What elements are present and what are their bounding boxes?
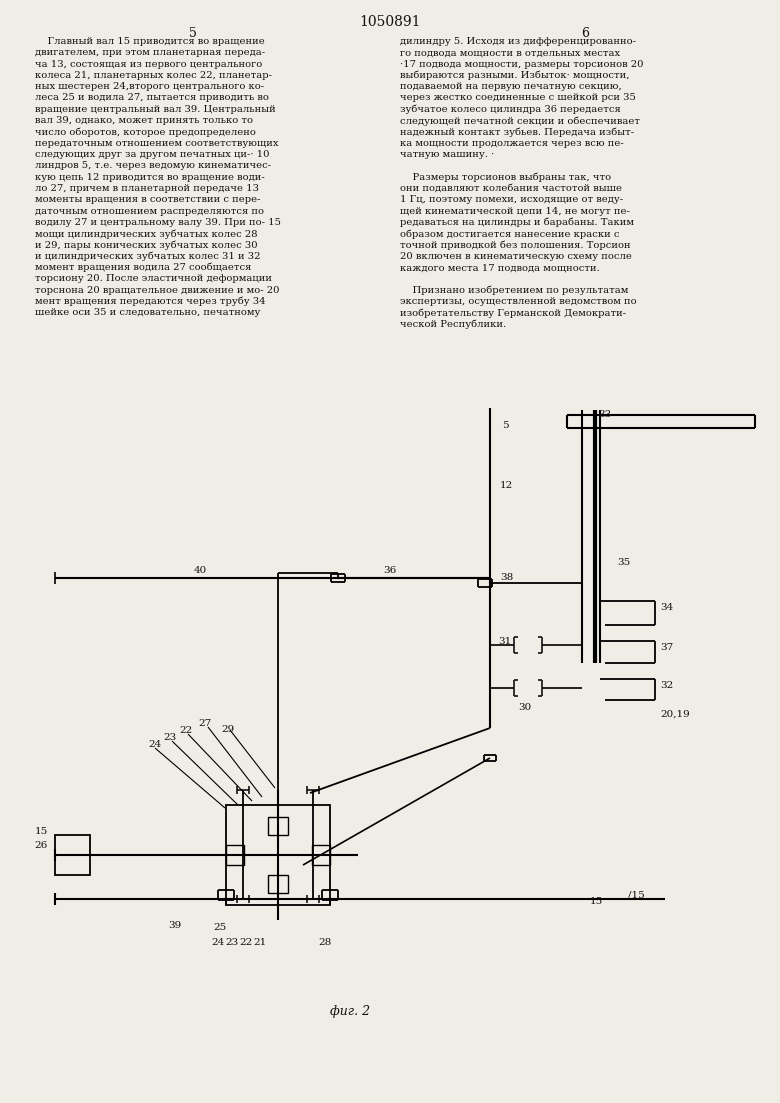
- Text: и цилиндрических зубчатых колес 31 и 32: и цилиндрических зубчатых колес 31 и 32: [35, 251, 261, 261]
- Text: 22: 22: [239, 938, 253, 947]
- Text: 31: 31: [498, 638, 511, 646]
- Text: ка мощности продолжается через всю пе-: ка мощности продолжается через всю пе-: [400, 139, 624, 148]
- Text: Главный вал 15 приводится во вращение: Главный вал 15 приводится во вращение: [35, 38, 264, 46]
- Text: Признано изобретением по результатам: Признано изобретением по результатам: [400, 286, 629, 296]
- Text: 5: 5: [189, 26, 197, 40]
- Text: следующей печатной секции и обеспечивает: следующей печатной секции и обеспечивает: [400, 116, 640, 126]
- Text: Размеры торсионов выбраны так, что: Размеры торсионов выбраны так, что: [400, 172, 611, 182]
- Text: 20 включен в кинематическую схему после: 20 включен в кинематическую схему после: [400, 251, 632, 260]
- Text: ·17 подвода мощности, размеры торсионов 20: ·17 подвода мощности, размеры торсионов …: [400, 60, 644, 68]
- Bar: [312, 845, 330, 865]
- Text: 26: 26: [35, 840, 48, 850]
- Text: щей кинематической цепи 14, не могут пе-: щей кинематической цепи 14, не могут пе-: [400, 206, 630, 215]
- Text: кую цепь 12 приводится во вращение води-: кую цепь 12 приводится во вращение води-: [35, 172, 264, 182]
- Text: 36: 36: [384, 566, 396, 575]
- Text: дилиндру 5. Исходя из дифференцированно-: дилиндру 5. Исходя из дифференцированно-: [400, 38, 636, 46]
- Bar: [55, 835, 90, 875]
- Text: ных шестерен 24,второго центрального ко-: ных шестерен 24,второго центрального ко-: [35, 83, 264, 92]
- Text: зубчатое колесо цилиндра 36 передается: зубчатое колесо цилиндра 36 передается: [400, 105, 621, 115]
- Text: редаваться на цилиндры и барабаны. Таким: редаваться на цилиндры и барабаны. Таким: [400, 217, 634, 227]
- Text: 21: 21: [254, 938, 267, 947]
- Text: надежный контакт зубьев. Передача избыт-: надежный контакт зубьев. Передача избыт-: [400, 128, 634, 137]
- Text: леса 25 и водила 27, пытается приводить во: леса 25 и водила 27, пытается приводить …: [35, 94, 269, 103]
- Text: чатную машину. ·: чатную машину. ·: [400, 150, 494, 159]
- Text: 39: 39: [168, 921, 182, 930]
- Text: 34: 34: [660, 603, 673, 612]
- Text: 32: 32: [660, 681, 673, 690]
- Text: ча 13, состоящая из первого центрального: ча 13, состоящая из первого центрального: [35, 60, 262, 68]
- Text: торснона 20 вращательное движение и мо- 20: торснона 20 вращательное движение и мо- …: [35, 286, 279, 295]
- Text: мент вращения передаются через трубу 34: мент вращения передаются через трубу 34: [35, 297, 266, 307]
- Text: 23: 23: [163, 733, 176, 742]
- Bar: [268, 875, 288, 893]
- Text: вращение центральный вал 39. Центральный: вращение центральный вал 39. Центральный: [35, 105, 276, 114]
- Text: момент вращения водила 27 сообщается: момент вращения водила 27 сообщается: [35, 263, 251, 272]
- Text: 20,19: 20,19: [660, 710, 690, 719]
- Text: вал 39, однако, может принять только то: вал 39, однако, может принять только то: [35, 116, 253, 125]
- Text: передаточным отношением соответствующих: передаточным отношением соответствующих: [35, 139, 278, 148]
- Text: точной приводкой без полошения. Торсион: точной приводкой без полошения. Торсион: [400, 240, 630, 250]
- Text: подаваемой на первую печатную секцию,: подаваемой на первую печатную секцию,: [400, 83, 622, 92]
- Text: 27: 27: [198, 719, 211, 728]
- Text: 24: 24: [148, 740, 161, 749]
- Text: торсиону 20. После эластичной деформации: торсиону 20. После эластичной деформации: [35, 275, 272, 283]
- Text: образом достигается нанесение краски с: образом достигается нанесение краски с: [400, 229, 619, 238]
- Text: следующих друг за другом печатных ци-· 10: следующих друг за другом печатных ци-· 1…: [35, 150, 270, 159]
- Text: мощи цилиндрических зубчатых колес 28: мощи цилиндрических зубчатых колес 28: [35, 229, 257, 238]
- Text: 1 Гц, поэтому помехи, исходящие от веду-: 1 Гц, поэтому помехи, исходящие от веду-: [400, 195, 623, 204]
- Text: 15: 15: [590, 897, 603, 906]
- Text: колеса 21, планетарных колес 22, планетар-: колеса 21, планетарных колес 22, планета…: [35, 71, 272, 79]
- Text: 1050891: 1050891: [360, 15, 420, 29]
- Text: 38: 38: [500, 572, 513, 582]
- Text: 35: 35: [617, 558, 630, 567]
- Text: 5: 5: [502, 421, 509, 430]
- Text: экспертизы, осуществленной ведомством по: экспертизы, осуществленной ведомством по: [400, 297, 636, 306]
- Text: водилу 27 и центральному валу 39. При по- 15: водилу 27 и центральному валу 39. При по…: [35, 217, 281, 227]
- Text: 12: 12: [500, 481, 513, 490]
- Text: ческой Республики.: ческой Республики.: [400, 320, 506, 329]
- Text: 6: 6: [581, 26, 589, 40]
- Bar: [226, 845, 244, 865]
- Text: число оборотов, которое предопределено: число оборотов, которое предопределено: [35, 128, 256, 137]
- Text: 22: 22: [179, 726, 193, 735]
- Text: 28: 28: [318, 938, 331, 947]
- Text: моменты вращения в соответствии с пере-: моменты вращения в соответствии с пере-: [35, 195, 261, 204]
- Text: фиг. 2: фиг. 2: [330, 1005, 370, 1018]
- Text: 33: 33: [598, 410, 612, 419]
- Text: 24: 24: [211, 938, 225, 947]
- Text: и 29, пары конических зубчатых колес 30: и 29, пары конических зубчатых колес 30: [35, 240, 257, 250]
- Text: изобретательству Германской Демократи-: изобретательству Германской Демократи-: [400, 308, 626, 318]
- Text: 29: 29: [222, 725, 235, 733]
- Text: 37: 37: [660, 643, 673, 652]
- Bar: [226, 805, 330, 904]
- Text: /15: /15: [628, 891, 645, 900]
- Text: 15: 15: [35, 827, 48, 836]
- Text: двигателем, при этом планетарная переда-: двигателем, при этом планетарная переда-: [35, 49, 265, 57]
- Text: выбираются разными. Избыток· мощности,: выбираются разными. Избыток· мощности,: [400, 71, 629, 81]
- Text: 23: 23: [225, 938, 239, 947]
- Text: 40: 40: [193, 566, 207, 575]
- Text: линдров 5, т.е. через ведомую кинематичес-: линдров 5, т.е. через ведомую кинематиче…: [35, 161, 271, 170]
- Text: го подвода мощности в отдельных местах: го подвода мощности в отдельных местах: [400, 49, 620, 57]
- Text: каждого места 17 подвода мощности.: каждого места 17 подвода мощности.: [400, 263, 600, 272]
- Text: 30: 30: [518, 703, 531, 713]
- Text: шейке оси 35 и следовательно, печатному: шейке оси 35 и следовательно, печатному: [35, 308, 261, 318]
- Text: через жестко соединенные с шейкой рси 35: через жестко соединенные с шейкой рси 35: [400, 94, 636, 103]
- Text: ло 27, причем в планетарной передаче 13: ло 27, причем в планетарной передаче 13: [35, 184, 259, 193]
- Bar: [268, 817, 288, 835]
- Text: они подавляют колебания частотой выше: они подавляют колебания частотой выше: [400, 184, 622, 193]
- Text: 25: 25: [214, 923, 227, 932]
- Text: даточным отношением распределяются по: даточным отношением распределяются по: [35, 206, 264, 215]
